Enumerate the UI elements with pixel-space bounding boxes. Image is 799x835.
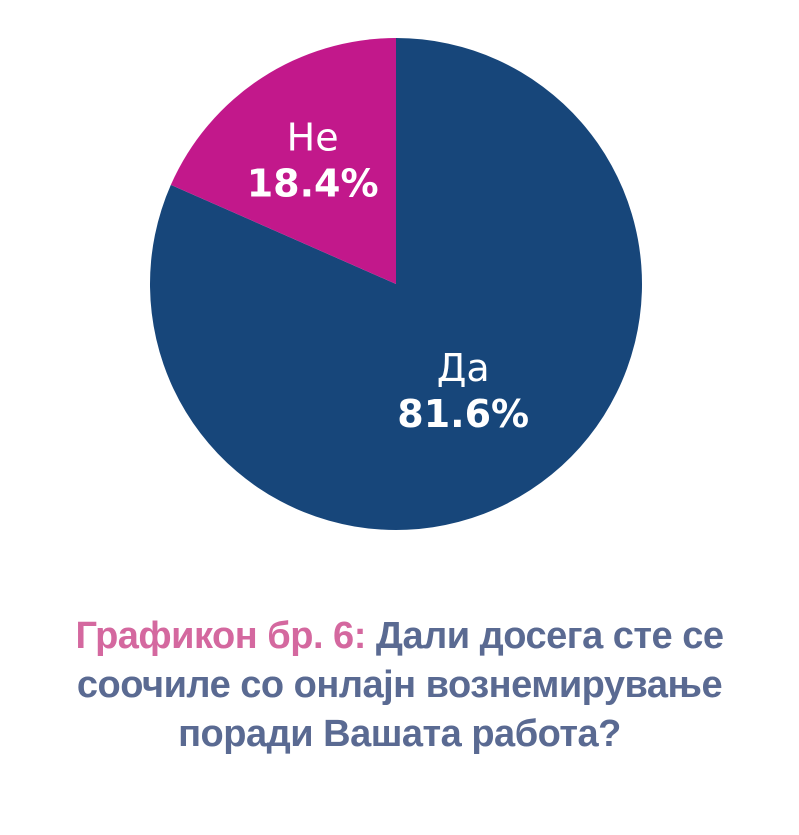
caption-line3: поради Вашата работа? (178, 713, 621, 755)
caption-line2: соочиле со онлајн вознемирување (76, 664, 723, 706)
pie-slices (150, 38, 642, 531)
caption-line1: Дали досега сте се (375, 615, 724, 657)
slice-value-1: 81.6% (397, 392, 529, 436)
caption-prefix: Графикон бр. 6: (75, 615, 366, 657)
slice-value-2: 18.4% (247, 161, 379, 205)
pie-slice-1 (150, 38, 642, 531)
slice-label-1: Да (437, 346, 490, 390)
pie-slice-2 (170, 38, 396, 284)
chart-caption: Графикон бр. 6: Дали досега сте се соочи… (0, 612, 799, 759)
slice-label-2: Не (287, 115, 339, 159)
